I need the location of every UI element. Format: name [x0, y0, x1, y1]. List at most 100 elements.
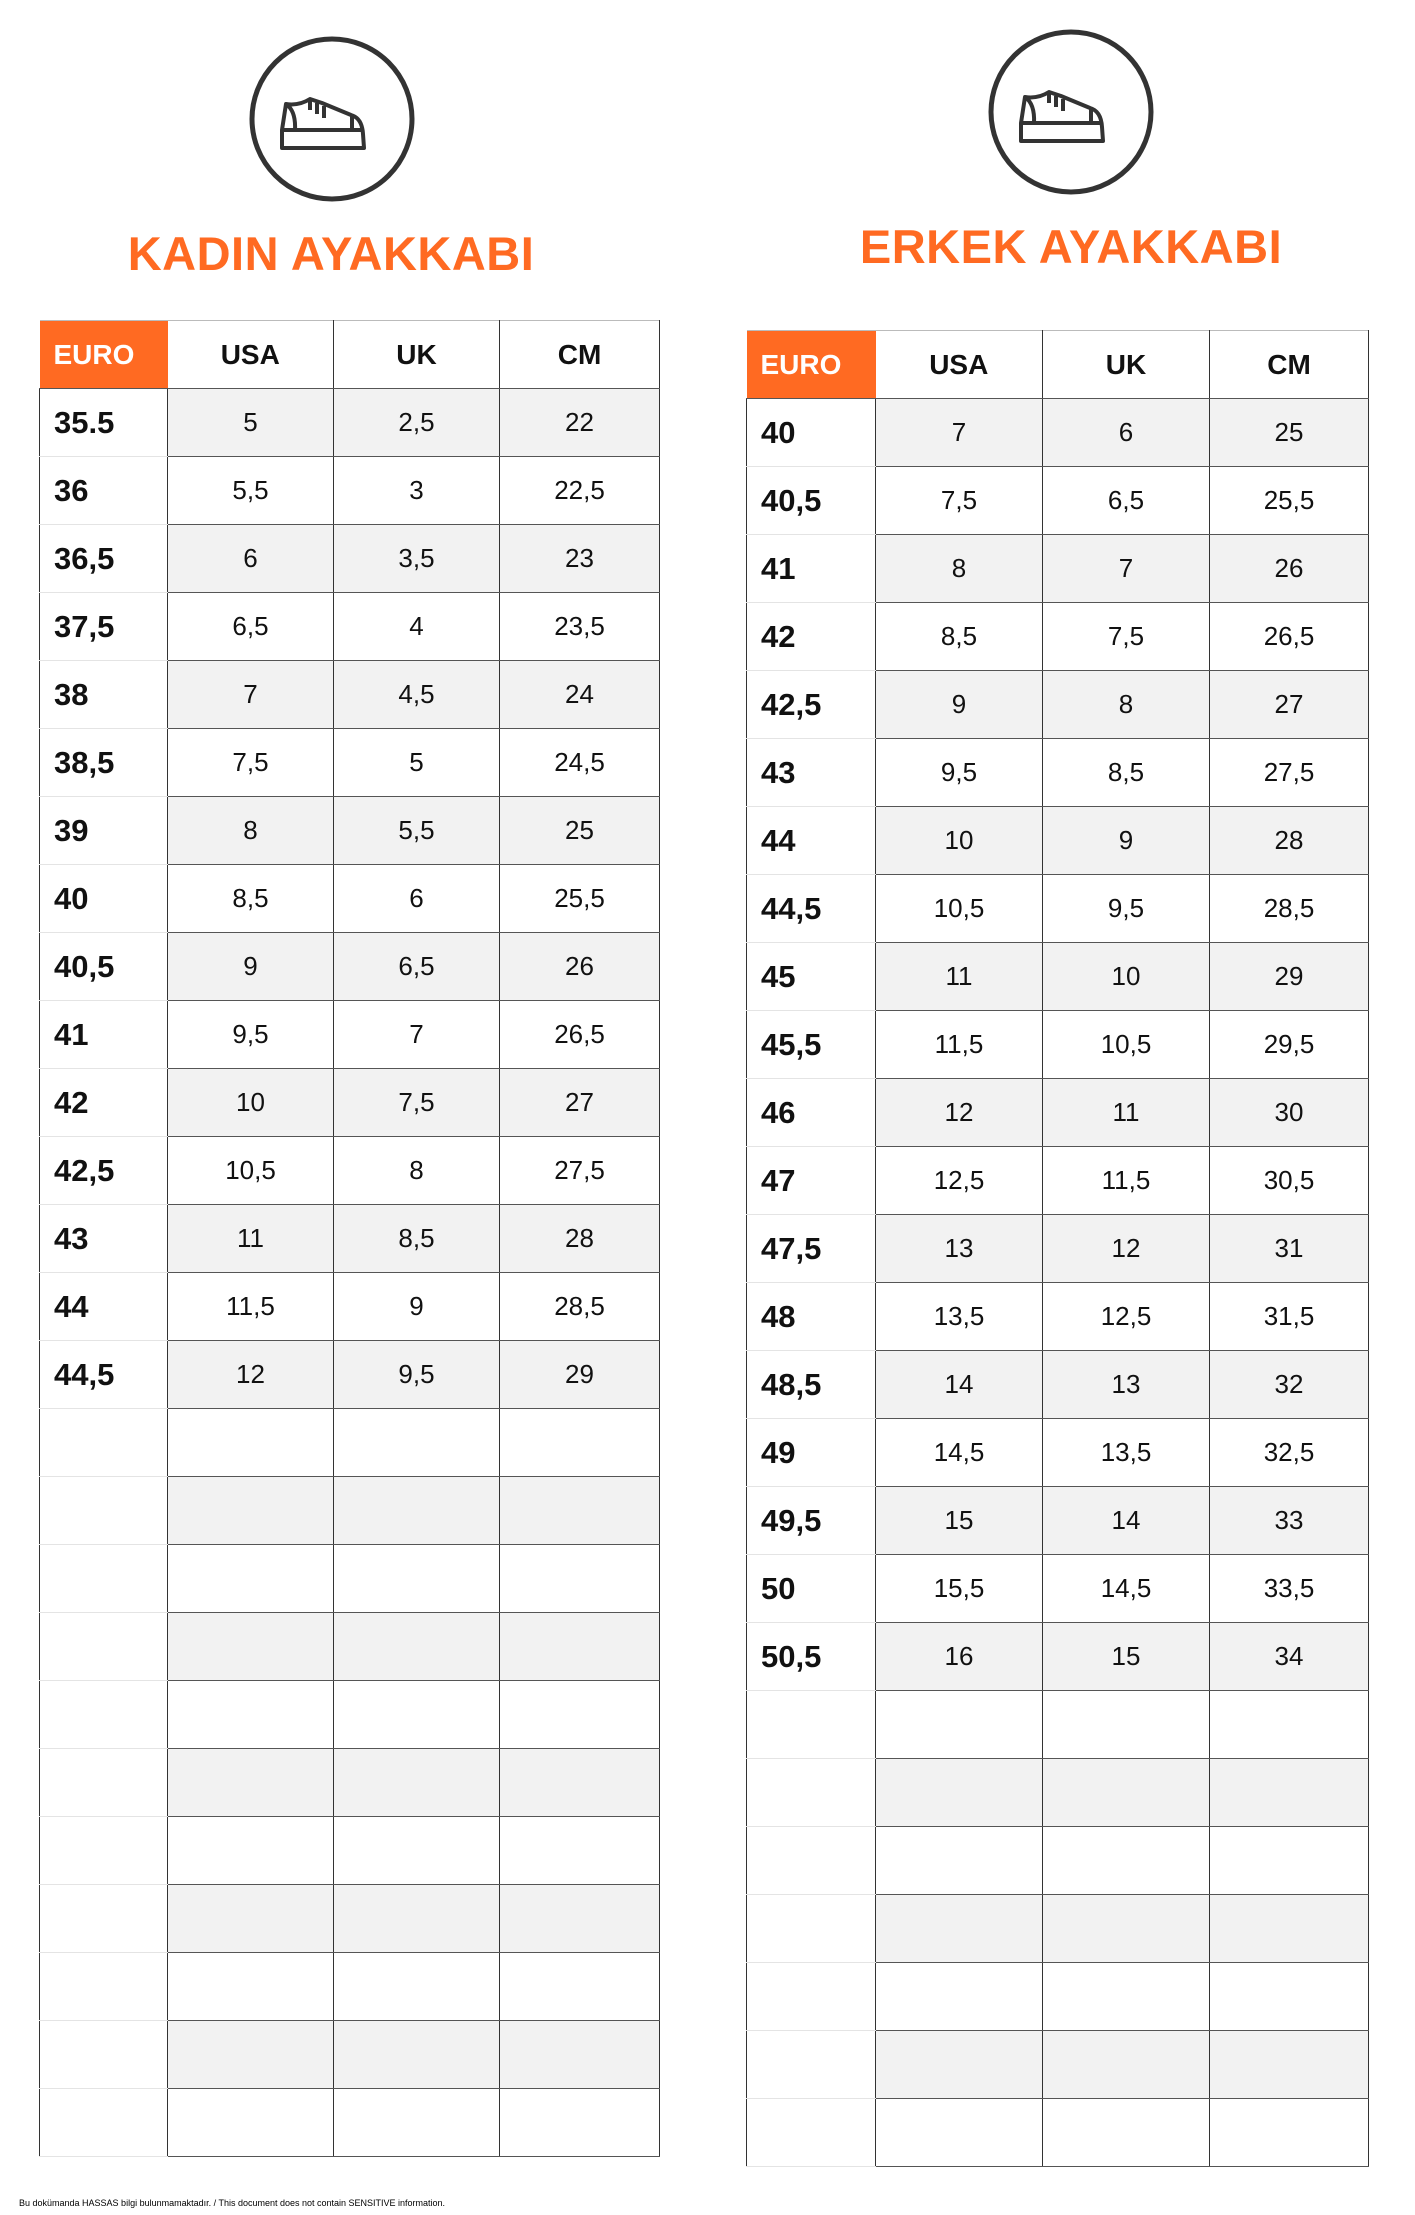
table-row: 35.5 5 2,5 22 [39, 388, 660, 457]
table-row: 42,5 10,5 8 27,5 [39, 1136, 660, 1205]
size-cell: 29,5 [1209, 1010, 1369, 1079]
size-cell: 4,5 [333, 660, 500, 729]
column-header: UK [1042, 330, 1210, 399]
size-cell: 11,5 [875, 1010, 1043, 1079]
euro-size-cell: 44,5 [746, 874, 876, 943]
size-cell: 8,5 [1042, 738, 1210, 807]
table-row: 37,5 6,5 4 23,5 [39, 592, 660, 661]
euro-size-cell [746, 1962, 876, 2031]
size-cell: 9,5 [333, 1340, 500, 1409]
size-cell: 7 [1042, 534, 1210, 603]
euro-size-cell: 37,5 [39, 592, 168, 661]
size-cell [499, 1884, 660, 1953]
size-cell [499, 1816, 660, 1885]
size-cell: 12 [167, 1340, 334, 1409]
size-cell: 25,5 [499, 864, 660, 933]
size-cell [333, 1748, 500, 1817]
size-cell [167, 1952, 334, 2021]
table-row: 47,5 13 12 31 [746, 1214, 1369, 1283]
women-size-table: EURO USA UK CM 35.5 5 2,5 22 36 5,5 3 22,5 36,5 6 3,5 2… [39, 320, 660, 2157]
size-cell: 26 [1209, 534, 1369, 603]
table-row: 49,5 15 14 33 [746, 1486, 1369, 1555]
size-cell: 7 [333, 1000, 500, 1069]
size-cell [333, 1476, 500, 1545]
size-cell: 8 [875, 534, 1043, 603]
size-cell: 31,5 [1209, 1282, 1369, 1351]
size-cell: 11 [167, 1204, 334, 1273]
euro-size-cell: 40,5 [746, 466, 876, 535]
size-cell [333, 1408, 500, 1477]
size-cell [1042, 1690, 1210, 1759]
euro-size-cell [746, 1826, 876, 1895]
size-cell [875, 1894, 1043, 1963]
size-cell: 6 [1042, 398, 1210, 467]
size-cell: 6,5 [1042, 466, 1210, 535]
size-cell: 7,5 [333, 1068, 500, 1137]
size-cell: 24 [499, 660, 660, 729]
euro-size-cell: 42 [39, 1068, 168, 1137]
size-cell: 28,5 [1209, 874, 1369, 943]
euro-size-cell [746, 1690, 876, 1759]
size-cell: 9,5 [167, 1000, 334, 1069]
size-cell [1042, 1962, 1210, 2031]
table-row: 48 13,5 12,5 31,5 [746, 1282, 1369, 1351]
size-cell: 9 [875, 670, 1043, 739]
euro-size-cell: 38,5 [39, 728, 168, 797]
size-cell: 14 [875, 1350, 1043, 1419]
table-row: 48,5 14 13 32 [746, 1350, 1369, 1419]
table-row [746, 2030, 1369, 2099]
euro-size-cell: 44 [39, 1272, 168, 1341]
table-row: 39 8 5,5 25 [39, 796, 660, 865]
size-cell: 23 [499, 524, 660, 593]
women-title: KADIN AYAKKABI [127, 227, 535, 280]
size-cell [333, 1952, 500, 2021]
size-cell: 12,5 [875, 1146, 1043, 1215]
size-cell: 12 [1042, 1214, 1210, 1283]
table-row: 40,5 7,5 6,5 25,5 [746, 466, 1369, 535]
table-row: 36,5 6 3,5 23 [39, 524, 660, 593]
size-cell: 31 [1209, 1214, 1369, 1283]
size-cell [1209, 1894, 1369, 1963]
size-cell [499, 2020, 660, 2089]
euro-size-cell: 50,5 [746, 1622, 876, 1691]
size-cell: 16 [875, 1622, 1043, 1691]
size-cell: 30 [1209, 1078, 1369, 1147]
size-cell [167, 1816, 334, 1885]
size-cell: 22,5 [499, 456, 660, 525]
size-cell [1209, 1962, 1369, 2031]
table-row: 45,5 11,5 10,5 29,5 [746, 1010, 1369, 1079]
shoe-icon [988, 29, 1154, 195]
euro-size-cell [39, 1408, 168, 1477]
size-cell [499, 2088, 660, 2157]
size-cell: 10 [875, 806, 1043, 875]
table-row [746, 2098, 1369, 2167]
euro-size-cell: 49,5 [746, 1486, 876, 1555]
size-cell [499, 1476, 660, 1545]
euro-size-cell [39, 1476, 168, 1545]
size-cell: 28 [499, 1204, 660, 1273]
euro-size-cell [39, 1884, 168, 1953]
size-cell: 30,5 [1209, 1146, 1369, 1215]
euro-size-cell: 41 [746, 534, 876, 603]
euro-size-cell: 40 [39, 864, 168, 933]
euro-size-cell [39, 1680, 168, 1749]
table-row [39, 2020, 660, 2089]
table-row: 45 11 10 29 [746, 942, 1369, 1011]
size-cell: 23,5 [499, 592, 660, 661]
size-cell: 7,5 [167, 728, 334, 797]
size-cell: 2,5 [333, 388, 500, 457]
size-cell [167, 2020, 334, 2089]
euro-size-cell: 47 [746, 1146, 876, 1215]
shoe-icon [249, 36, 415, 202]
size-cell: 6 [167, 524, 334, 593]
size-cell: 7 [875, 398, 1043, 467]
table-row [39, 1748, 660, 1817]
size-cell [1209, 1690, 1369, 1759]
size-cell: 28,5 [499, 1272, 660, 1341]
table-row: 42 8,5 7,5 26,5 [746, 602, 1369, 671]
size-cell [333, 1816, 500, 1885]
size-cell: 25 [1209, 398, 1369, 467]
size-cell: 10,5 [875, 874, 1043, 943]
size-cell [499, 1544, 660, 1613]
size-cell: 5,5 [167, 456, 334, 525]
